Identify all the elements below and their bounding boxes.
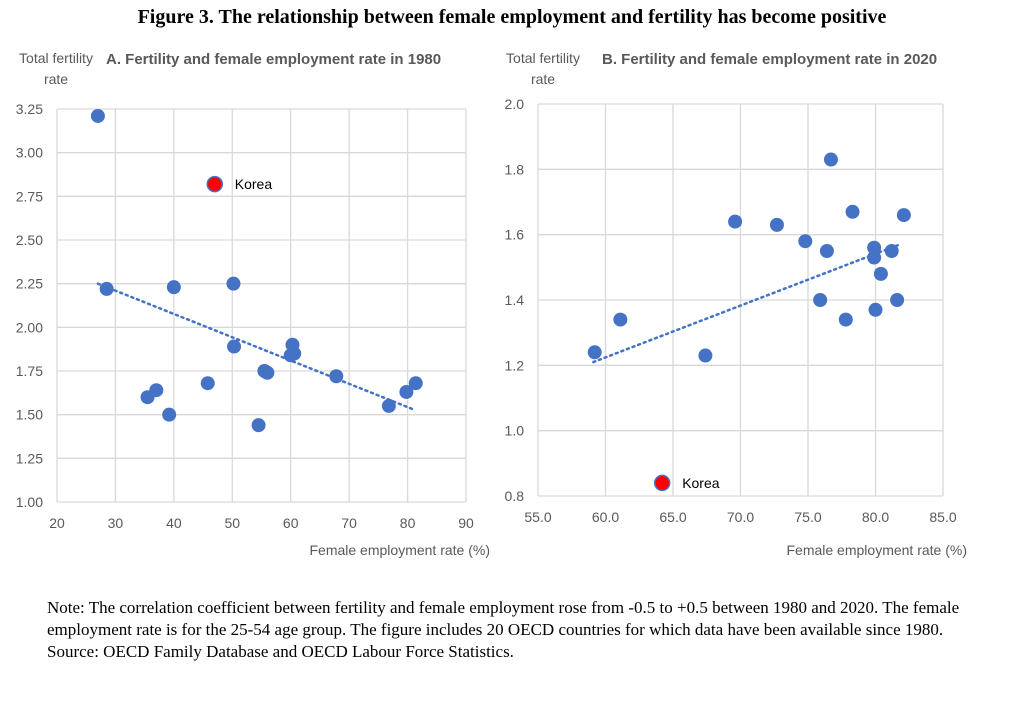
data-point — [896, 208, 911, 223]
x-tick-label: 80 — [400, 515, 416, 531]
x-tick-label: 90 — [458, 515, 474, 531]
source-text: Source: OECD Family Database and OECD La… — [47, 642, 514, 661]
y-tick-label: 1.75 — [16, 363, 43, 379]
data-point — [823, 152, 838, 167]
data-point — [845, 204, 860, 219]
y-tick-label: 2.25 — [16, 276, 43, 292]
y-tick-label: 1.6 — [505, 227, 525, 243]
y-tick-label: 2.00 — [16, 319, 43, 335]
data-point — [162, 407, 177, 422]
y-tick-label: 1.2 — [505, 357, 525, 373]
data-point — [873, 266, 888, 281]
panel-title: A. Fertility and female employment rate … — [106, 51, 441, 68]
y-tick-label: 2.50 — [16, 232, 43, 248]
data-point — [867, 250, 882, 265]
korea-label: Korea — [235, 176, 273, 192]
data-point — [260, 365, 275, 380]
trendline — [96, 282, 415, 411]
figure-title: Figure 3. The relationship between femal… — [137, 6, 887, 28]
data-point — [251, 418, 266, 433]
x-tick-label: 40 — [166, 515, 182, 531]
data-point — [227, 339, 242, 354]
data-point — [140, 390, 155, 405]
data-point — [399, 384, 414, 399]
y-tick-label: 1.00 — [16, 494, 43, 510]
data-point — [867, 240, 882, 255]
data-point — [587, 345, 602, 360]
x-axis-label: Female employment rate (%) — [309, 542, 490, 558]
data-point — [813, 293, 828, 307]
x-axis-label: Female employment rate (%) — [786, 542, 967, 558]
data-point — [728, 214, 743, 229]
y-axis-label: rate — [44, 71, 68, 87]
data-point — [408, 376, 423, 391]
x-tick-label: 75.0 — [794, 509, 821, 525]
data-point — [283, 348, 298, 363]
data-point — [819, 244, 834, 258]
data-point — [226, 276, 241, 291]
data-point — [329, 369, 344, 384]
y-tick-label: 2.0 — [505, 96, 525, 112]
y-tick-label: 1.50 — [16, 407, 43, 423]
x-tick-label: 70.0 — [727, 509, 754, 525]
y-tick-label: 3.00 — [16, 145, 43, 161]
korea-point — [206, 175, 224, 193]
x-tick-label: 20 — [49, 515, 65, 531]
y-tick-label: 2.75 — [16, 188, 43, 204]
y-tick-label: 0.8 — [505, 488, 525, 504]
data-point — [884, 244, 899, 258]
y-tick-label: 1.4 — [505, 292, 525, 308]
data-point — [868, 302, 883, 317]
data-point — [769, 217, 784, 232]
y-tick-label: 1.0 — [505, 423, 525, 439]
x-tick-label: 50 — [224, 515, 240, 531]
panel-title: B. Fertility and female employment rate … — [602, 51, 937, 68]
data-point — [200, 376, 215, 391]
x-tick-label: 80.0 — [862, 509, 889, 525]
x-tick-label: 60.0 — [592, 509, 619, 525]
data-point — [838, 312, 853, 327]
korea-label: Korea — [682, 475, 720, 491]
x-tick-label: 55.0 — [524, 509, 551, 525]
y-tick-label: 1.25 — [16, 450, 43, 466]
y-axis-label: Total fertility — [506, 50, 580, 66]
data-point — [99, 281, 114, 296]
data-point — [166, 280, 181, 295]
data-point — [90, 108, 105, 123]
note-text: Note: The correlation coefficient betwee… — [47, 598, 960, 639]
data-point — [613, 312, 628, 327]
trendline — [592, 243, 902, 364]
y-tick-label: 3.25 — [16, 101, 43, 117]
figure-charts: 20 30 40 50 60 70 80 90 1.00 1.25 1.50 1.75 2.00 2.25… — [16, 50, 967, 558]
x-tick-label: 65.0 — [659, 509, 686, 525]
korea-point — [653, 474, 671, 492]
y-axis-label: rate — [531, 71, 555, 87]
figure-notes: Note: The correlation coefficient betwee… — [47, 597, 1017, 663]
x-tick-label: 85.0 — [929, 509, 956, 525]
x-tick-label: 60 — [283, 515, 299, 531]
data-point — [798, 234, 813, 249]
data-point — [890, 293, 905, 307]
x-tick-label: 70 — [341, 515, 357, 531]
y-axis-label: Total fertility — [19, 50, 93, 66]
data-point — [381, 398, 396, 413]
y-tick-label: 1.8 — [505, 161, 525, 177]
x-tick-label: 30 — [108, 515, 124, 531]
data-point — [698, 348, 713, 363]
